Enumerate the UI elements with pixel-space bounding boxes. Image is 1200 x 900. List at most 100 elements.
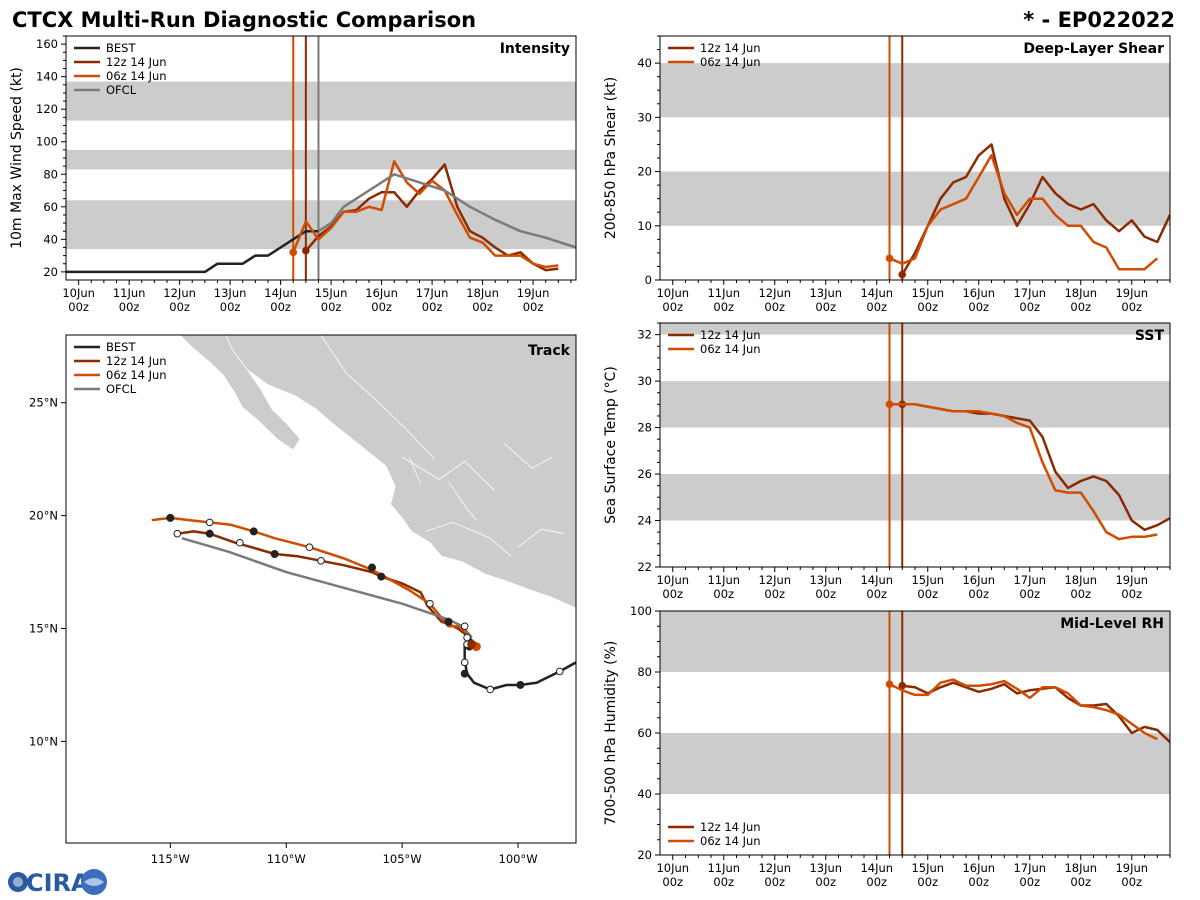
y-tick-label: 100 — [36, 135, 58, 149]
sst-frame — [659, 322, 1171, 568]
x-tick-label-hour: 00z — [662, 587, 683, 601]
shade-band — [660, 611, 1170, 672]
x-tick-label-hour: 00z — [119, 300, 140, 314]
y-tick-label: 100 — [630, 604, 652, 618]
lon-tick-label: 115°W — [151, 852, 190, 866]
legend-label-ofcl: OFCL — [106, 382, 137, 396]
y-tick-label: 30 — [637, 110, 652, 124]
legend-label-06z-14-jun: 06z 14 Jun — [106, 69, 167, 83]
sst-panel: 22242628303210Jun00z11Jun00z12Jun00z13Ju… — [603, 322, 1171, 601]
shade-band — [66, 149, 576, 170]
shear-y-axis-label: 200-850 hPa Shear (kt) — [603, 77, 619, 239]
shade-band — [660, 63, 1170, 118]
y-tick-label: 120 — [36, 102, 58, 116]
x-tick-label-day: 13Jun — [809, 861, 842, 875]
x-tick-label-hour: 00z — [917, 875, 938, 889]
series-line-12z-14-jun — [902, 681, 1170, 744]
x-tick-label-day: 11Jun — [707, 286, 740, 300]
x-tick-label-day: 17Jun — [1013, 861, 1046, 875]
x-tick-label-day: 13Jun — [214, 286, 247, 300]
x-tick-label-day: 11Jun — [707, 573, 740, 587]
x-tick-label-day: 19Jun — [517, 286, 550, 300]
x-tick-label-hour: 00z — [815, 587, 836, 601]
y-tick-label: 80 — [637, 665, 652, 679]
x-tick-label-day: 19Jun — [1115, 286, 1148, 300]
y-tick-label: 28 — [637, 421, 652, 435]
track-point-open-12z-14-jun — [463, 633, 471, 642]
x-tick-label-day: 12Jun — [758, 286, 791, 300]
x-tick-label-day: 17Jun — [1013, 286, 1046, 300]
legend-label-ofcl: OFCL — [106, 83, 137, 97]
x-tick-label-day: 12Jun — [758, 861, 791, 875]
x-tick-label-hour: 00z — [321, 300, 342, 314]
y-tick-label: 0 — [645, 273, 652, 287]
x-tick-label-hour: 00z — [1121, 875, 1142, 889]
x-tick-label-day: 16Jun — [962, 861, 995, 875]
series-line-06z-14-jun — [888, 678, 1158, 741]
track-point-open-best — [555, 667, 564, 676]
legend-label-06z-14-jun: 06z 14 Jun — [700, 55, 761, 69]
y-tick-label: 40 — [637, 56, 652, 70]
x-tick-label-day: 12Jun — [163, 286, 196, 300]
legend-label-12z-14-jun: 12z 14 Jun — [700, 328, 761, 342]
state-border — [517, 528, 565, 548]
intensity-plot-area — [66, 36, 576, 280]
state-border — [320, 335, 380, 403]
x-tick-label-day: 18Jun — [1064, 286, 1097, 300]
series-start-marker-12z-14-jun — [898, 681, 907, 690]
track-point-open-12z-14-jun — [317, 556, 325, 565]
x-tick-label-hour: 00z — [764, 875, 785, 889]
track-point-open-06z-14-jun — [460, 622, 469, 631]
series-line-12z-14-jun — [901, 143, 1170, 276]
x-tick-label-hour: 00z — [220, 300, 241, 314]
storm-id: * - EP022022 — [1023, 8, 1175, 32]
legend-label-12z-14-jun: 12z 14 Jun — [106, 354, 167, 368]
y-tick-label: 60 — [637, 726, 652, 740]
y-tick-label: 160 — [36, 37, 58, 51]
lat-tick-label: 10°N — [29, 734, 58, 748]
x-tick-label-hour: 00z — [917, 300, 938, 314]
track-point-open-06z-14-jun — [205, 518, 214, 527]
x-tick-label-day: 10Jun — [656, 573, 689, 587]
x-tick-label-day: 16Jun — [365, 286, 398, 300]
x-tick-label-hour: 00z — [270, 300, 291, 314]
rh-panel: 2040608010010Jun00z11Jun00z12Jun00z13Jun… — [603, 604, 1171, 889]
rh-plot-area — [660, 611, 1170, 855]
state-border — [408, 456, 422, 485]
state-border — [425, 521, 512, 557]
shade-band — [660, 733, 1170, 794]
x-tick-label-day: 14Jun — [264, 286, 297, 300]
intensity-panel: 2040608010012014016010Jun00z11Jun00z12Ju… — [9, 35, 577, 314]
x-tick-label-hour: 00z — [662, 300, 683, 314]
intensity-y-axis-label: 10m Max Wind Speed (kt) — [9, 67, 25, 249]
x-tick-label-hour: 00z — [764, 587, 785, 601]
x-tick-label-day: 12Jun — [758, 573, 791, 587]
x-tick-label-day: 16Jun — [962, 573, 995, 587]
shear-panel-title: Deep-Layer Shear — [1023, 41, 1164, 57]
y-tick-label: 140 — [36, 70, 58, 84]
y-tick-label: 30 — [637, 374, 652, 388]
x-tick-label-day: 15Jun — [911, 286, 944, 300]
x-tick-label-day: 17Jun — [416, 286, 449, 300]
legend-label-06z-14-jun: 06z 14 Jun — [700, 834, 761, 848]
x-tick-label-hour: 00z — [662, 875, 683, 889]
y-tick-label: 20 — [637, 165, 652, 179]
lon-tick-label: 105°W — [383, 852, 422, 866]
x-tick-label-hour: 00z — [866, 300, 887, 314]
cira-logo: CIRA — [8, 869, 107, 897]
track-point-filled-12z-14-jun — [205, 529, 214, 538]
legend-label-best: BEST — [106, 340, 136, 354]
sst-plot-area — [660, 323, 1170, 567]
lat-tick-label: 20°N — [29, 509, 58, 523]
cira-logo-text: CIRA — [26, 869, 90, 897]
track-point-open-best — [460, 658, 469, 667]
state-border — [401, 456, 496, 492]
x-tick-label-hour: 00z — [815, 875, 836, 889]
shear-panel: 01020304010Jun00z11Jun00z12Jun00z13Jun00… — [603, 35, 1171, 314]
x-tick-label-day: 16Jun — [962, 286, 995, 300]
series-start-marker-06z-14-jun — [885, 680, 894, 688]
track-point-filled-06z-14-jun — [166, 513, 175, 522]
x-tick-label-hour: 00z — [968, 875, 989, 889]
series-line-06z-14-jun — [889, 154, 1159, 271]
